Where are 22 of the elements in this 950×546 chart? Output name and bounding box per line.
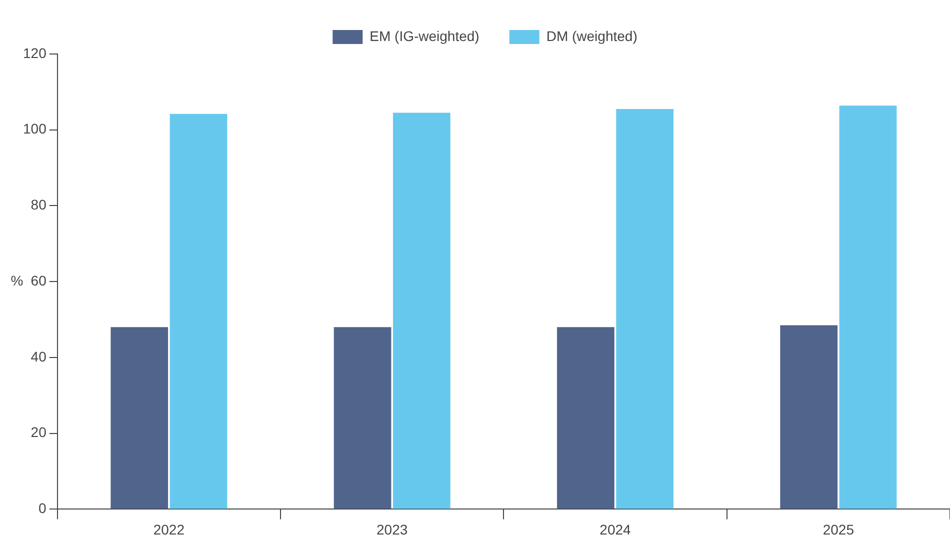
x-tick-label: 2022 xyxy=(153,521,185,538)
y-tick-label: 120 xyxy=(23,44,47,61)
bar xyxy=(170,114,228,509)
y-tick-label: 100 xyxy=(23,120,47,137)
bar xyxy=(839,106,897,509)
bar xyxy=(557,327,614,509)
bar xyxy=(392,112,450,509)
bar xyxy=(110,327,168,509)
y-tick-label: 80 xyxy=(30,196,47,213)
x-tick-label: 2023 xyxy=(376,521,408,538)
y-axis-title: % xyxy=(10,272,24,288)
x-tick-label: 2024 xyxy=(600,521,632,538)
x-tick-label: 2025 xyxy=(822,521,854,538)
bar xyxy=(780,325,838,509)
legend-label: EM (IG-weighted) xyxy=(370,28,480,44)
y-tick-label: 40 xyxy=(30,348,47,364)
bar xyxy=(334,327,392,509)
bar xyxy=(616,109,674,509)
legend-label: DM (weighted) xyxy=(546,28,638,44)
y-tick-label: 20 xyxy=(30,424,47,440)
y-tick-label: 60 xyxy=(30,272,47,288)
y-tick-label: 0 xyxy=(38,500,47,516)
